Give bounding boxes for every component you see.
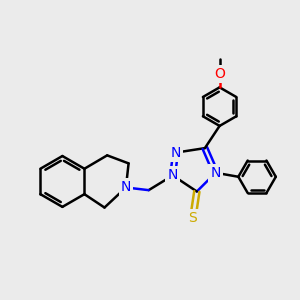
- Text: N: N: [168, 168, 178, 182]
- Text: N: N: [210, 166, 221, 180]
- Text: N: N: [121, 181, 131, 194]
- Text: S: S: [188, 211, 197, 225]
- Text: N: N: [170, 146, 181, 160]
- Text: O: O: [214, 67, 225, 81]
